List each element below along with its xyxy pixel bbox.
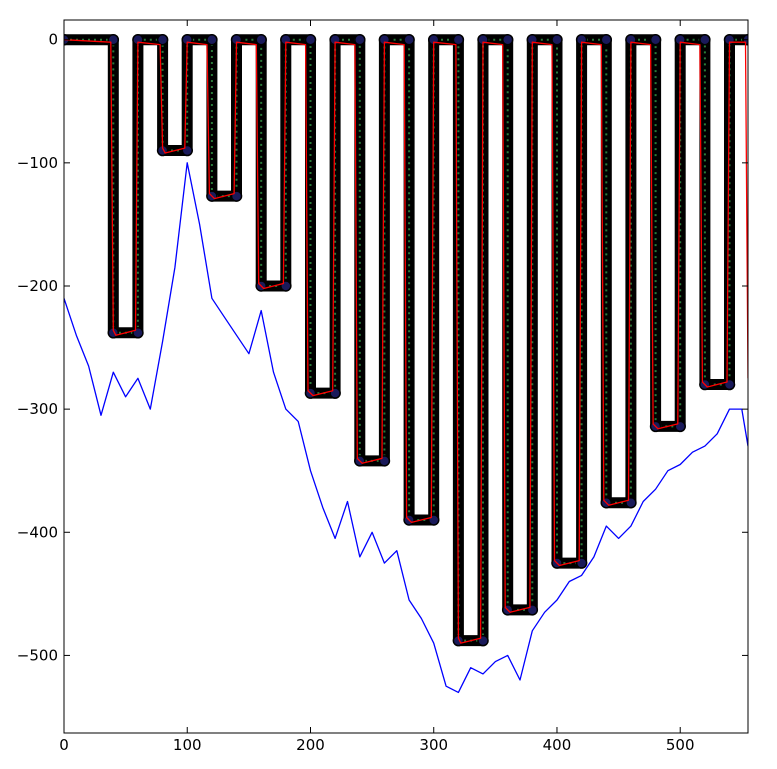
- plot-frame: [63, 19, 749, 734]
- y-tick-label: −400: [17, 523, 58, 541]
- series-1-line: [64, 39, 748, 644]
- series-2: [64, 162, 748, 694]
- series-0-point: [181, 144, 193, 157]
- series-0-point: [674, 420, 686, 433]
- series-1: [64, 39, 748, 644]
- series-0-point: [107, 33, 120, 46]
- series-0-point: [132, 327, 144, 339]
- series-0-point: [477, 634, 489, 647]
- series-0-point: [551, 33, 563, 46]
- y-tick-label: −300: [17, 400, 58, 418]
- x-tick-label: 500: [666, 736, 695, 754]
- x-tick-label: 300: [419, 736, 448, 754]
- series-0-point: [600, 33, 613, 46]
- y-tick-label: −200: [17, 277, 58, 295]
- series-0-point: [329, 387, 341, 399]
- x-tick-label: 100: [173, 736, 202, 754]
- series-2-line: [64, 162, 748, 694]
- x-tick-label: 200: [296, 736, 325, 754]
- series-0-point: [255, 33, 267, 46]
- series-0-point: [575, 557, 588, 569]
- series-0-point: [354, 33, 366, 46]
- y-tick-label: 0: [48, 31, 58, 49]
- x-tick-label: 0: [59, 736, 69, 754]
- series-0-point: [280, 280, 292, 292]
- series-0-point: [206, 33, 218, 46]
- y-tick-label: −500: [17, 646, 58, 664]
- y-tick-label: −100: [17, 154, 58, 172]
- series-0-point: [452, 33, 465, 46]
- series-0-point: [625, 496, 637, 509]
- series-0-point: [649, 33, 662, 46]
- series-layer: [64, 33, 748, 694]
- series-0-point: [230, 190, 243, 202]
- axes-layer: 0 100 200 300 400 500 0 −100 −200 −300 −400 −500: [17, 19, 749, 754]
- series-0-point: [501, 33, 514, 46]
- series-0-point: [403, 33, 415, 46]
- series-0-point: [427, 514, 440, 526]
- series-0-point: [699, 33, 711, 46]
- series-0-point: [378, 455, 391, 467]
- series-0-point: [156, 33, 169, 46]
- series-0-point: [526, 604, 539, 616]
- x-tick-label: 400: [543, 736, 572, 754]
- series-0-point: [723, 378, 736, 391]
- series-0-point: [304, 33, 317, 46]
